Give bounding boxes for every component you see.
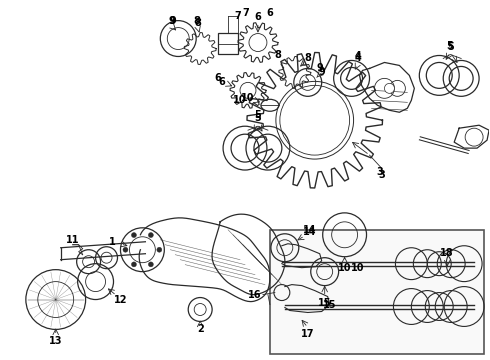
Circle shape <box>385 84 394 93</box>
Text: 14: 14 <box>303 225 317 235</box>
Text: 8: 8 <box>304 54 311 63</box>
Text: 9: 9 <box>317 63 323 73</box>
Text: 11: 11 <box>66 235 79 245</box>
Text: 8: 8 <box>195 18 201 28</box>
Text: 9: 9 <box>169 15 175 26</box>
Circle shape <box>157 247 162 252</box>
Bar <box>218 32 238 54</box>
Text: 18: 18 <box>441 248 454 258</box>
Bar <box>270 230 484 354</box>
Text: 4: 4 <box>354 54 361 63</box>
Circle shape <box>148 262 153 267</box>
Text: 2: 2 <box>197 324 203 334</box>
Text: 6: 6 <box>267 8 273 18</box>
Text: 5: 5 <box>446 41 453 50</box>
Text: 3: 3 <box>378 170 385 180</box>
Text: 9: 9 <box>318 67 325 77</box>
Text: 12: 12 <box>114 294 127 305</box>
Text: 5: 5 <box>255 110 261 120</box>
Text: 9: 9 <box>170 15 177 26</box>
Text: 10: 10 <box>351 263 364 273</box>
Text: 4: 4 <box>354 51 361 62</box>
Text: 1: 1 <box>109 237 116 247</box>
Text: 5: 5 <box>447 41 454 51</box>
Text: 6: 6 <box>255 12 261 22</box>
Circle shape <box>131 262 136 267</box>
Text: 3: 3 <box>376 167 383 177</box>
Text: 10: 10 <box>241 93 255 103</box>
Text: 8: 8 <box>274 50 281 60</box>
Text: 17: 17 <box>301 329 315 339</box>
Text: 15: 15 <box>323 300 337 310</box>
Text: 8: 8 <box>194 15 200 26</box>
Text: 7: 7 <box>235 11 242 21</box>
Text: 10: 10 <box>338 263 351 273</box>
Text: 13: 13 <box>49 336 63 346</box>
Text: 16: 16 <box>248 289 262 300</box>
Text: 6: 6 <box>219 77 225 87</box>
Circle shape <box>131 233 136 238</box>
Text: 5: 5 <box>255 113 261 123</box>
Circle shape <box>148 233 153 238</box>
Text: 14: 14 <box>303 227 317 237</box>
Text: 7: 7 <box>243 8 249 18</box>
Text: 15: 15 <box>318 297 331 307</box>
Circle shape <box>123 247 128 252</box>
Text: 6: 6 <box>215 73 221 84</box>
Text: 10: 10 <box>233 95 247 105</box>
